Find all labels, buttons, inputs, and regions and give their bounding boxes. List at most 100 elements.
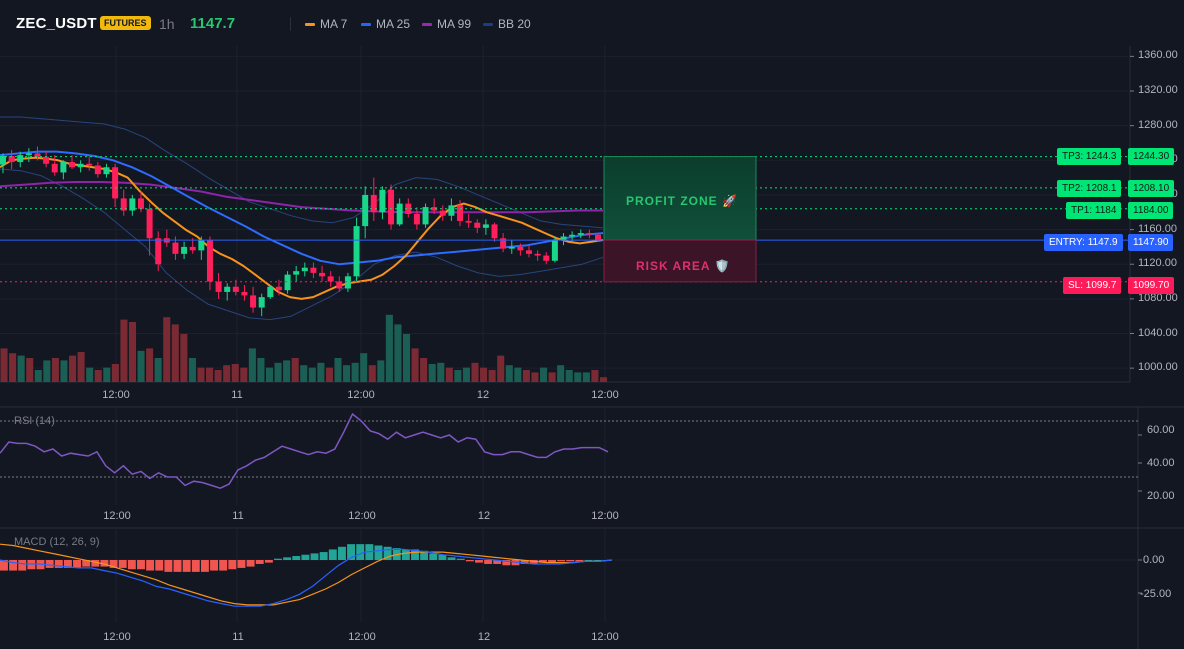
macd-hist-bar: [474, 560, 483, 563]
tp3-tag[interactable]: TP3: 1244.3: [1057, 148, 1122, 165]
timeframe-label[interactable]: 1h: [159, 16, 175, 32]
tp2-tag[interactable]: TP2: 1208.1: [1057, 180, 1122, 197]
volume-bar: [60, 360, 68, 382]
volume-bar: [308, 367, 316, 382]
volume-bar: [291, 358, 299, 382]
candle-body: [595, 234, 601, 240]
volume-bar: [480, 367, 488, 382]
macd-hist-bar: [191, 560, 200, 572]
entry-axis-label: 1147.90: [1128, 234, 1174, 251]
candle-body: [319, 272, 326, 277]
candle-body: [146, 208, 153, 239]
volume-bar: [274, 362, 282, 382]
macd-hist-bar: [146, 560, 155, 571]
price-axis-label: 1000.00: [1138, 361, 1178, 374]
time-axis-label: 12:00: [347, 389, 375, 401]
entry-tag[interactable]: ENTRY: 1147.9: [1044, 234, 1123, 251]
legend-ma7[interactable]: MA 7: [305, 17, 347, 31]
ma25-swatch: [361, 22, 371, 26]
candle-body: [577, 233, 584, 235]
price-axis-label: 1160.00: [1138, 222, 1177, 235]
candle-body: [301, 267, 308, 272]
legend-bb20[interactable]: BB 20: [483, 17, 531, 31]
tp1-tag[interactable]: TP1: 1184: [1066, 202, 1122, 219]
macd-label[interactable]: MACD (12, 26, 9): [14, 536, 100, 548]
legend-ma99[interactable]: MA 99: [422, 17, 471, 31]
price-axis-label: 1120.00: [1138, 257, 1177, 270]
volume-bar: [437, 362, 445, 382]
macd-hist-bar: [292, 556, 301, 560]
ma99-line: [0, 181, 603, 214]
volume-bar: [548, 372, 556, 382]
rsi-label[interactable]: RSI (14): [14, 415, 55, 427]
volume-bar: [514, 367, 522, 382]
macd-hist-bar: [18, 560, 27, 571]
candle-body: [86, 163, 93, 166]
legend-ma25[interactable]: MA 25: [361, 17, 410, 31]
candle-body: [362, 194, 369, 227]
time-axis-label: 11: [232, 631, 244, 643]
tp3-axis-label: 1244.30: [1128, 148, 1175, 165]
candle-body: [336, 281, 343, 289]
candle-body: [198, 239, 205, 251]
time-axis-label: 12:00: [348, 631, 376, 643]
candle-body: [181, 246, 188, 254]
volume-bar: [240, 367, 248, 382]
volume-bar: [223, 365, 231, 382]
volume-bar: [77, 352, 85, 382]
grid-lines: [0, 46, 1184, 649]
symbol-title[interactable]: ZEC_USDT: [16, 15, 97, 32]
trade-levels: [0, 156, 1130, 283]
candle-body: [189, 246, 196, 251]
candle-body: [137, 198, 144, 209]
macd-hist-bar: [502, 560, 511, 566]
volume-bar: [565, 370, 573, 382]
volume-bar: [283, 360, 291, 382]
macd-hist-bar: [200, 560, 209, 572]
volume-bar: [557, 365, 565, 382]
time-axis-label: 11: [231, 389, 243, 401]
macd-signal-line: [0, 543, 613, 606]
macd-hist-bar: [54, 560, 63, 568]
candle-body: [112, 167, 119, 199]
bollinger-bands: [0, 116, 604, 321]
candle-body: [206, 239, 213, 282]
volume-bar: [317, 362, 325, 382]
sl-tag[interactable]: SL: 1099.7: [1063, 277, 1122, 294]
tp2-axis-label: 1208.10: [1128, 180, 1175, 197]
candle-body: [51, 163, 58, 173]
candle-body: [310, 267, 317, 273]
macd-hist-bar: [137, 560, 145, 570]
time-axis-label: 12:00: [103, 631, 131, 643]
volume-bar: [497, 355, 505, 382]
time-axis-label: 12:00: [591, 389, 619, 401]
volume-bar: [539, 367, 548, 382]
macd-hist-bar: [401, 549, 410, 560]
candle-body: [439, 210, 446, 216]
price-axis-label: 1360.00: [1138, 49, 1178, 62]
candle-body: [482, 224, 489, 228]
candle-body: [8, 155, 15, 163]
candle-body: [370, 194, 377, 213]
candle-body: [293, 271, 300, 275]
profit-zone-label: PROFIT ZONE 🚀: [626, 194, 738, 208]
volume-bar: [574, 372, 582, 382]
volume-bar: [9, 353, 17, 382]
macd-hist-bar: [593, 560, 602, 561]
macd-hist-bar: [520, 560, 529, 564]
volume-bar: [17, 355, 25, 382]
candle-body: [17, 155, 24, 163]
volume-bar: [385, 314, 393, 382]
volume-bar: [0, 348, 8, 382]
volume-bars: [0, 314, 607, 382]
volume-bar: [69, 355, 77, 382]
header-divider: [290, 17, 291, 31]
volume-bar: [402, 334, 411, 382]
candle-body: [431, 207, 438, 211]
candle-body: [534, 253, 541, 256]
volume-bar: [265, 367, 274, 382]
risk-area: [603, 239, 757, 283]
candle-body: [448, 205, 455, 216]
volume-bar: [411, 348, 419, 382]
